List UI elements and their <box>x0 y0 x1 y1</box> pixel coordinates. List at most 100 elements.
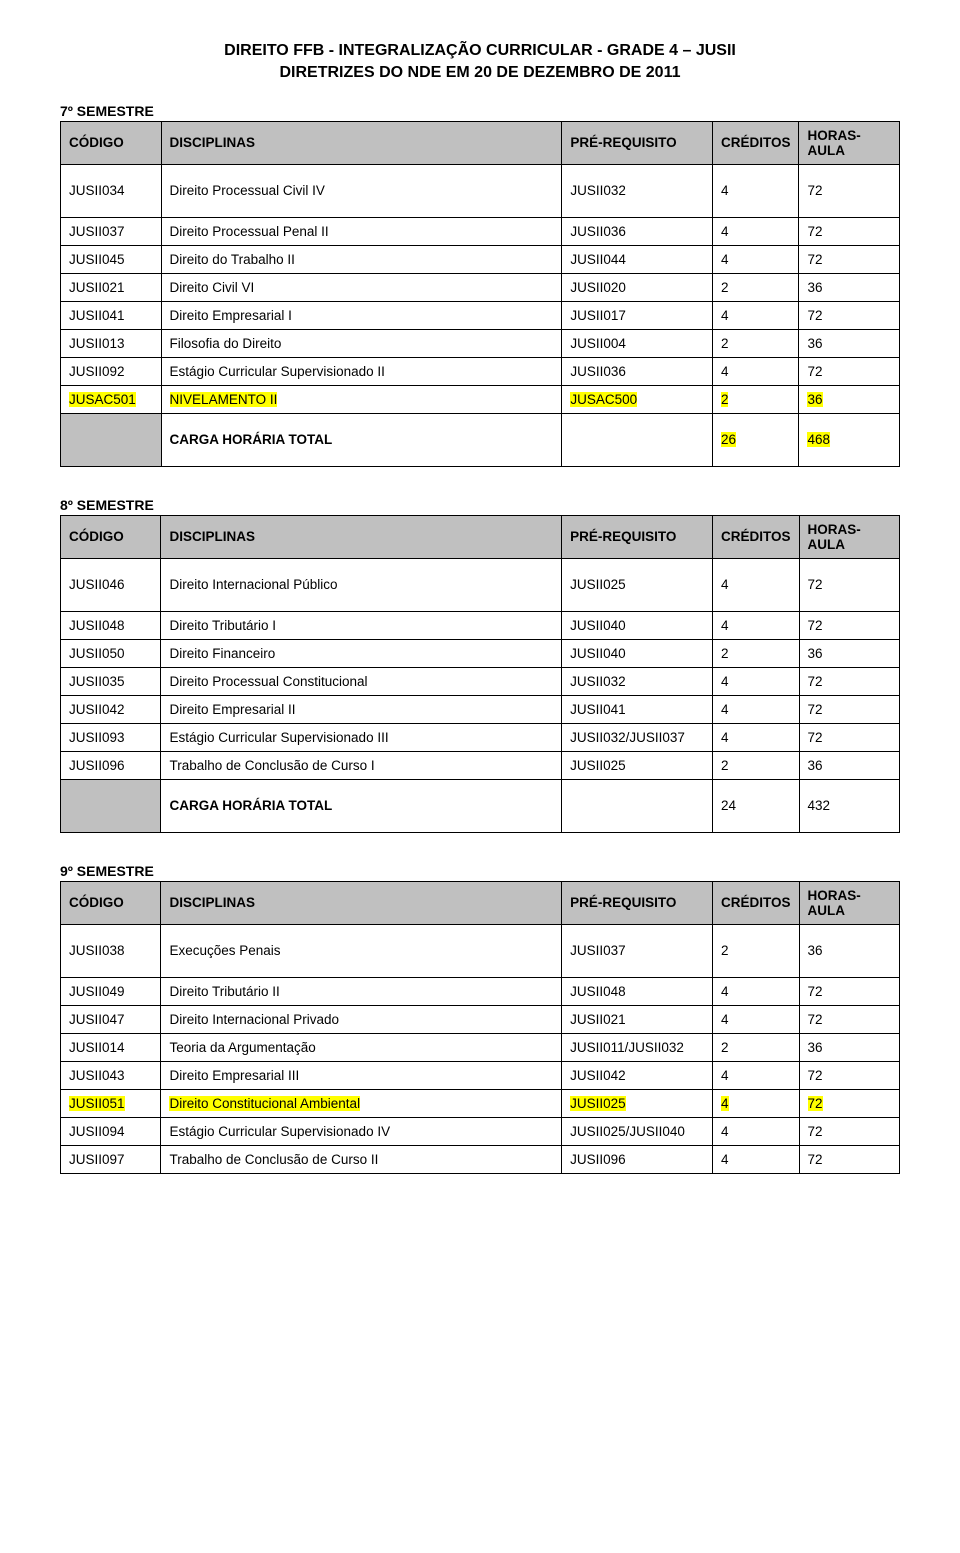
title-line-2: DIRETRIZES DO NDE EM 20 DE DEZEMBRO DE 2… <box>60 62 900 84</box>
highlight-text: 4 <box>721 1096 729 1111</box>
cell-codigo: JUSII042 <box>61 695 161 723</box>
tables-container: 7º SEMESTRECÓDIGODISCIPLINASPRÉ-REQUISIT… <box>60 103 900 1174</box>
cell-creditos: 4 <box>713 977 800 1005</box>
highlight-text: JUSAC501 <box>69 392 136 407</box>
cell-disciplina: Direito Processual Civil IV <box>161 164 562 217</box>
table-row: JUSII038Execuções PenaisJUSII037236 <box>61 924 900 977</box>
cell-prereq: JUSII040 <box>562 611 713 639</box>
table-row: JUSII051 Direito Constitucional Ambiental… <box>61 1089 900 1117</box>
header-disciplinas: DISCIPLINAS <box>161 121 562 164</box>
highlight-text: JUSII025 <box>570 1096 626 1111</box>
cell-horas: 72 <box>799 1061 899 1089</box>
cell-creditos: 2 <box>712 329 799 357</box>
cell-disciplina: NIVELAMENTO II <box>161 385 562 413</box>
cell-disciplina: Direito Internacional Público <box>161 558 562 611</box>
cell-horas: 72 <box>799 1145 899 1173</box>
cell-codigo: JUSII096 <box>61 751 161 779</box>
cell-disciplina: Direito Internacional Privado <box>161 1005 562 1033</box>
cell-disciplina: Estágio Curricular Supervisionado III <box>161 723 562 751</box>
cell-disciplina: Direito Civil VI <box>161 273 562 301</box>
cell-creditos: 4 <box>713 723 800 751</box>
cell-horas: 72 <box>799 977 899 1005</box>
highlight-text: 36 <box>807 392 822 407</box>
cell-prereq: JUSII048 <box>562 977 713 1005</box>
cell-prereq: JUSII021 <box>562 1005 713 1033</box>
header-horas: HORAS-AULA <box>799 121 900 164</box>
cell-creditos: 4 <box>713 611 800 639</box>
curriculum-table: CÓDIGODISCIPLINASPRÉ-REQUISITOCRÉDITOSHO… <box>60 121 900 467</box>
cell-disciplina: Direito Empresarial II <box>161 695 562 723</box>
cell-creditos: 2 <box>713 639 800 667</box>
header-horas: HORAS-AULA <box>799 881 899 924</box>
cell-codigo: JUSII034 <box>61 164 162 217</box>
cell-horas: 36 <box>799 385 900 413</box>
table-row: JUSII046Direito Internacional PúblicoJUS… <box>61 558 900 611</box>
cell-creditos: 4 <box>712 301 799 329</box>
highlight-text: JUSAC500 <box>570 392 637 407</box>
table-row: JUSAC501 NIVELAMENTO II JUSAC500 2 36 <box>61 385 900 413</box>
cell-disciplina: Direito Tributário I <box>161 611 562 639</box>
cell-disciplina: Teoria da Argumentação <box>161 1033 562 1061</box>
table-row: JUSII013Filosofia do DireitoJUSII004236 <box>61 329 900 357</box>
cell-prereq: JUSII040 <box>562 639 713 667</box>
table-row: JUSII045Direito do Trabalho IIJUSII04447… <box>61 245 900 273</box>
table-row: JUSII093Estágio Curricular Supervisionad… <box>61 723 900 751</box>
total-creditos: 26 <box>712 413 799 466</box>
table-row: JUSII042Direito Empresarial IIJUSII04147… <box>61 695 900 723</box>
header-codigo: CÓDIGO <box>61 121 162 164</box>
highlight-text: Direito Constitucional Ambiental <box>169 1096 360 1111</box>
cell-codigo: JUSII049 <box>61 977 161 1005</box>
total-prereq-blank <box>562 779 713 832</box>
cell-horas: 72 <box>799 1089 899 1117</box>
total-creditos: 24 <box>713 779 800 832</box>
header-disciplinas: DISCIPLINAS <box>161 515 562 558</box>
table-row: JUSII096Trabalho de Conclusão de Curso I… <box>61 751 900 779</box>
semester-label: 7º SEMESTRE <box>60 103 900 119</box>
curriculum-table: CÓDIGODISCIPLINASPRÉ-REQUISITOCRÉDITOSHO… <box>60 515 900 833</box>
page-title: DIREITO FFB - INTEGRALIZAÇÃO CURRICULAR … <box>60 40 900 85</box>
cell-creditos: 4 <box>713 1117 800 1145</box>
cell-prereq: JUSAC500 <box>562 385 713 413</box>
cell-codigo: JUSII046 <box>61 558 161 611</box>
table-row: JUSII092Estágio Curricular Supervisionad… <box>61 357 900 385</box>
cell-disciplina: Direito Processual Constitucional <box>161 667 562 695</box>
cell-codigo: JUSII021 <box>61 273 162 301</box>
cell-disciplina: Trabalho de Conclusão de Curso II <box>161 1145 562 1173</box>
cell-disciplina: Direito Empresarial III <box>161 1061 562 1089</box>
cell-codigo: JUSII014 <box>61 1033 161 1061</box>
table-row: JUSII097Trabalho de Conclusão de Curso I… <box>61 1145 900 1173</box>
header-creditos: CRÉDITOS <box>713 881 800 924</box>
total-prereq-blank <box>562 413 713 466</box>
cell-codigo: JUSII093 <box>61 723 161 751</box>
header-disciplinas: DISCIPLINAS <box>161 881 562 924</box>
cell-prereq: JUSII036 <box>562 357 713 385</box>
cell-horas: 36 <box>799 1033 899 1061</box>
header-codigo: CÓDIGO <box>61 881 161 924</box>
table-row: JUSII094Estágio Curricular Supervisionad… <box>61 1117 900 1145</box>
total-label: CARGA HORÁRIA TOTAL <box>161 413 562 466</box>
header-prereq: PRÉ-REQUISITO <box>562 121 713 164</box>
cell-horas: 72 <box>799 558 899 611</box>
cell-horas: 72 <box>799 1005 899 1033</box>
total-horas: 432 <box>799 779 899 832</box>
cell-horas: 72 <box>799 357 900 385</box>
header-prereq: PRÉ-REQUISITO <box>562 881 713 924</box>
table-row: JUSII043Direito Empresarial IIIJUSII0424… <box>61 1061 900 1089</box>
cell-creditos: 4 <box>713 695 800 723</box>
cell-prereq: JUSII042 <box>562 1061 713 1089</box>
cell-horas: 36 <box>799 639 899 667</box>
cell-creditos: 4 <box>713 1061 800 1089</box>
cell-horas: 72 <box>799 667 899 695</box>
cell-disciplina: Trabalho de Conclusão de Curso I <box>161 751 562 779</box>
cell-codigo: JUSII035 <box>61 667 161 695</box>
highlight-text: 2 <box>721 392 729 407</box>
cell-codigo: JUSII013 <box>61 329 162 357</box>
cell-creditos: 2 <box>713 924 800 977</box>
header-horas: HORAS-AULA <box>799 515 899 558</box>
cell-codigo: JUSII097 <box>61 1145 161 1173</box>
cell-creditos: 4 <box>713 558 800 611</box>
cell-horas: 72 <box>799 695 899 723</box>
cell-prereq: JUSII025 <box>562 1089 713 1117</box>
cell-prereq: JUSII041 <box>562 695 713 723</box>
highlight-text: JUSII051 <box>69 1096 125 1111</box>
